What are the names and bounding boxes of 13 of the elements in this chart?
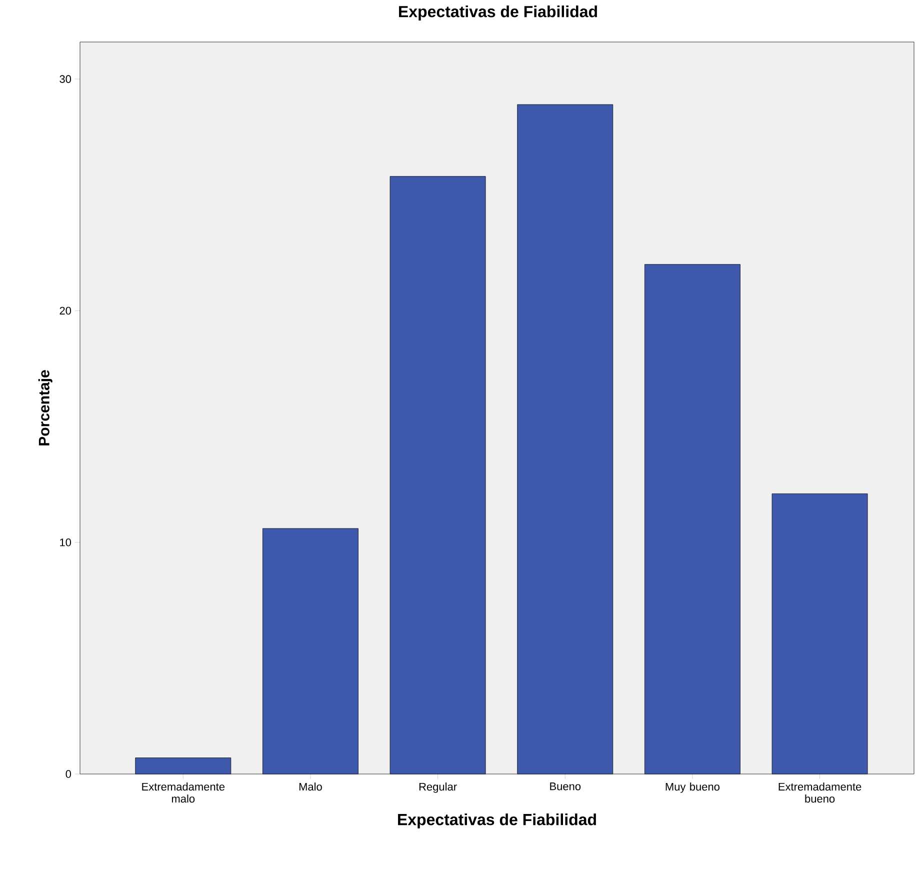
y-tick-label: 0 xyxy=(66,770,72,778)
x-axis-title: Expectativas de Fiabilidad xyxy=(398,813,596,828)
x-tick-label: Muy bueno xyxy=(666,782,720,793)
y-tick-label: 10 xyxy=(60,538,72,546)
x-tick-label: Extremadamente malo xyxy=(142,782,225,803)
y-axis-title: Porcentaje xyxy=(38,370,52,446)
x-tick-label: Regular xyxy=(419,782,457,793)
y-tick-label: 20 xyxy=(60,306,72,315)
x-tick-label: Malo xyxy=(299,782,322,791)
y-tick-label: 30 xyxy=(60,75,72,83)
chart-title: Expectativas de Fiabilidad xyxy=(399,6,597,20)
x-tick-label: Extremadamente bueno xyxy=(778,782,862,803)
x-tick-label: Bueno xyxy=(550,782,581,790)
